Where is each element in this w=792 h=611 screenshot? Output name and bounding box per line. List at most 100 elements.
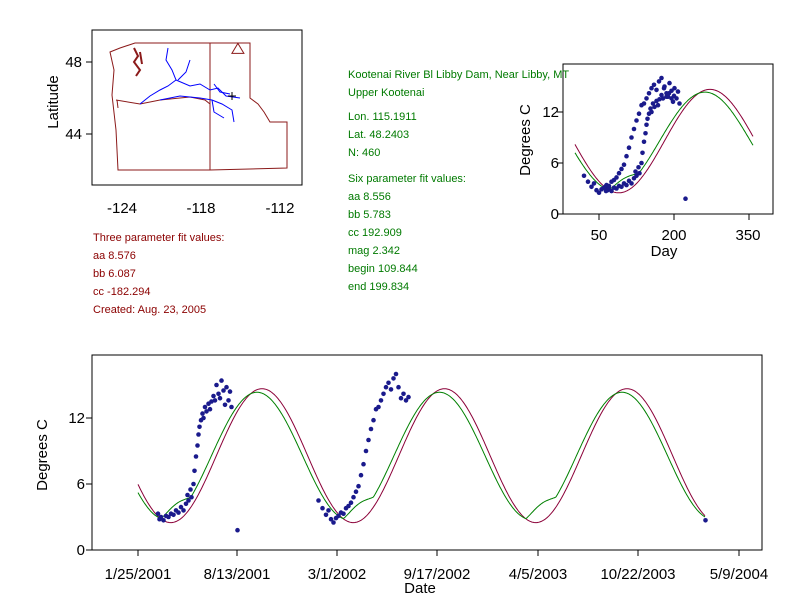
data-point [181, 508, 186, 513]
data-point [661, 85, 667, 91]
data-point [398, 395, 404, 401]
data-point [386, 380, 391, 386]
six-param-aa: aa 8.556 [348, 191, 391, 203]
data-point [403, 398, 409, 403]
data-point [381, 391, 386, 397]
data-point [675, 89, 681, 94]
data-point [609, 188, 614, 194]
data-point [643, 130, 648, 136]
date-xtick-label: 8/13/2001 [204, 566, 271, 583]
data-point [629, 181, 634, 186]
data-point [626, 145, 632, 150]
date-ytick-label: 0 [77, 542, 85, 559]
data-point [378, 398, 384, 403]
map-ylabel: Latitude [45, 75, 62, 128]
data-point [637, 170, 642, 176]
date-xtick-label: 3/1/2002 [308, 566, 366, 583]
data-point [388, 387, 394, 392]
dam-site-cross-icon [228, 92, 236, 100]
data-point [320, 505, 325, 511]
data-point [363, 448, 369, 454]
data-point [651, 82, 657, 88]
data-point [193, 454, 199, 459]
data-point [211, 393, 216, 399]
data-point [227, 389, 233, 394]
data-point [659, 75, 664, 81]
rivers [139, 47, 241, 123]
data-point [656, 79, 662, 84]
data-point [316, 498, 321, 503]
data-point [212, 398, 218, 403]
data-point [158, 514, 164, 520]
day-xlabel: Day [651, 243, 678, 260]
data-point [391, 376, 396, 381]
date-chart-frame [91, 354, 763, 551]
site-info: Kootenai River Bl Libby Dam, Near Libby,… [348, 66, 569, 296]
site-basin: Upper Kootenai [348, 87, 425, 99]
date-chart: 0 6 12 1/25/2001 8/13/2001 3/1/2002 9/17… [34, 354, 768, 597]
data-point [631, 126, 637, 132]
data-point [624, 153, 629, 159]
six-param-mag: mag 2.342 [348, 245, 400, 257]
three-param-bb: bb 6.087 [93, 268, 136, 280]
data-point [353, 489, 359, 495]
data-point [652, 104, 657, 110]
data-point [649, 109, 654, 115]
six-param-cc: cc 192.909 [348, 227, 402, 239]
data-point [621, 162, 627, 167]
date-xtick-label: 10/22/2003 [600, 566, 675, 583]
data-point [393, 371, 399, 377]
data-point [191, 481, 196, 487]
data-point [401, 391, 406, 397]
date-ylabel: Degrees C [34, 419, 51, 491]
data-point [178, 504, 184, 510]
three-param-cc: cc -182.294 [93, 286, 151, 298]
date-xtick-label: 5/9/2004 [710, 566, 768, 583]
day-xtick-label: 50 [591, 227, 608, 244]
data-point [171, 512, 176, 518]
data-point [166, 514, 171, 520]
data-point [207, 406, 213, 412]
date-xtick-label: 4/5/2003 [509, 566, 567, 583]
day-ytick-label: 12 [542, 104, 559, 121]
map-xtick-label: -112 [266, 200, 295, 217]
data-point [200, 411, 205, 416]
data-point [183, 501, 189, 507]
data-point [185, 492, 190, 498]
six-param-end: end 199.834 [348, 281, 410, 293]
site-triangle-icon [231, 42, 245, 54]
site-n: N: 460 [348, 147, 381, 159]
map-xtick-label: -118 [187, 200, 216, 217]
data-point [644, 122, 649, 128]
data-point [216, 391, 221, 397]
data-point [176, 510, 181, 515]
data-point [323, 512, 329, 518]
map-frame [91, 29, 303, 186]
day-xtick-label: 350 [735, 227, 760, 244]
data-point [204, 409, 209, 414]
data-point [221, 388, 226, 393]
data-point [326, 508, 331, 513]
data-point [619, 166, 624, 172]
three-param-title: Three parameter fit values: [93, 232, 225, 244]
data-point [624, 182, 629, 188]
data-point [683, 196, 688, 201]
state-boundaries [109, 42, 288, 171]
three-param-info: Three parameter fit values: aa 8.576 bb … [93, 229, 224, 319]
data-point [645, 116, 650, 122]
data-point [672, 85, 677, 91]
data-point [619, 184, 624, 190]
data-point [226, 398, 231, 403]
data-point [155, 511, 161, 516]
data-point [217, 395, 223, 401]
site-lat: Lat. 48.2403 [348, 129, 410, 141]
data-point [585, 179, 591, 184]
data-point [219, 378, 224, 383]
site-lon: Lon. 115.1911 [348, 111, 417, 123]
data-point [641, 101, 647, 106]
data-point [341, 511, 346, 516]
map-ytick-label: 48 [65, 54, 82, 71]
date-ytick-label: 6 [77, 476, 85, 493]
